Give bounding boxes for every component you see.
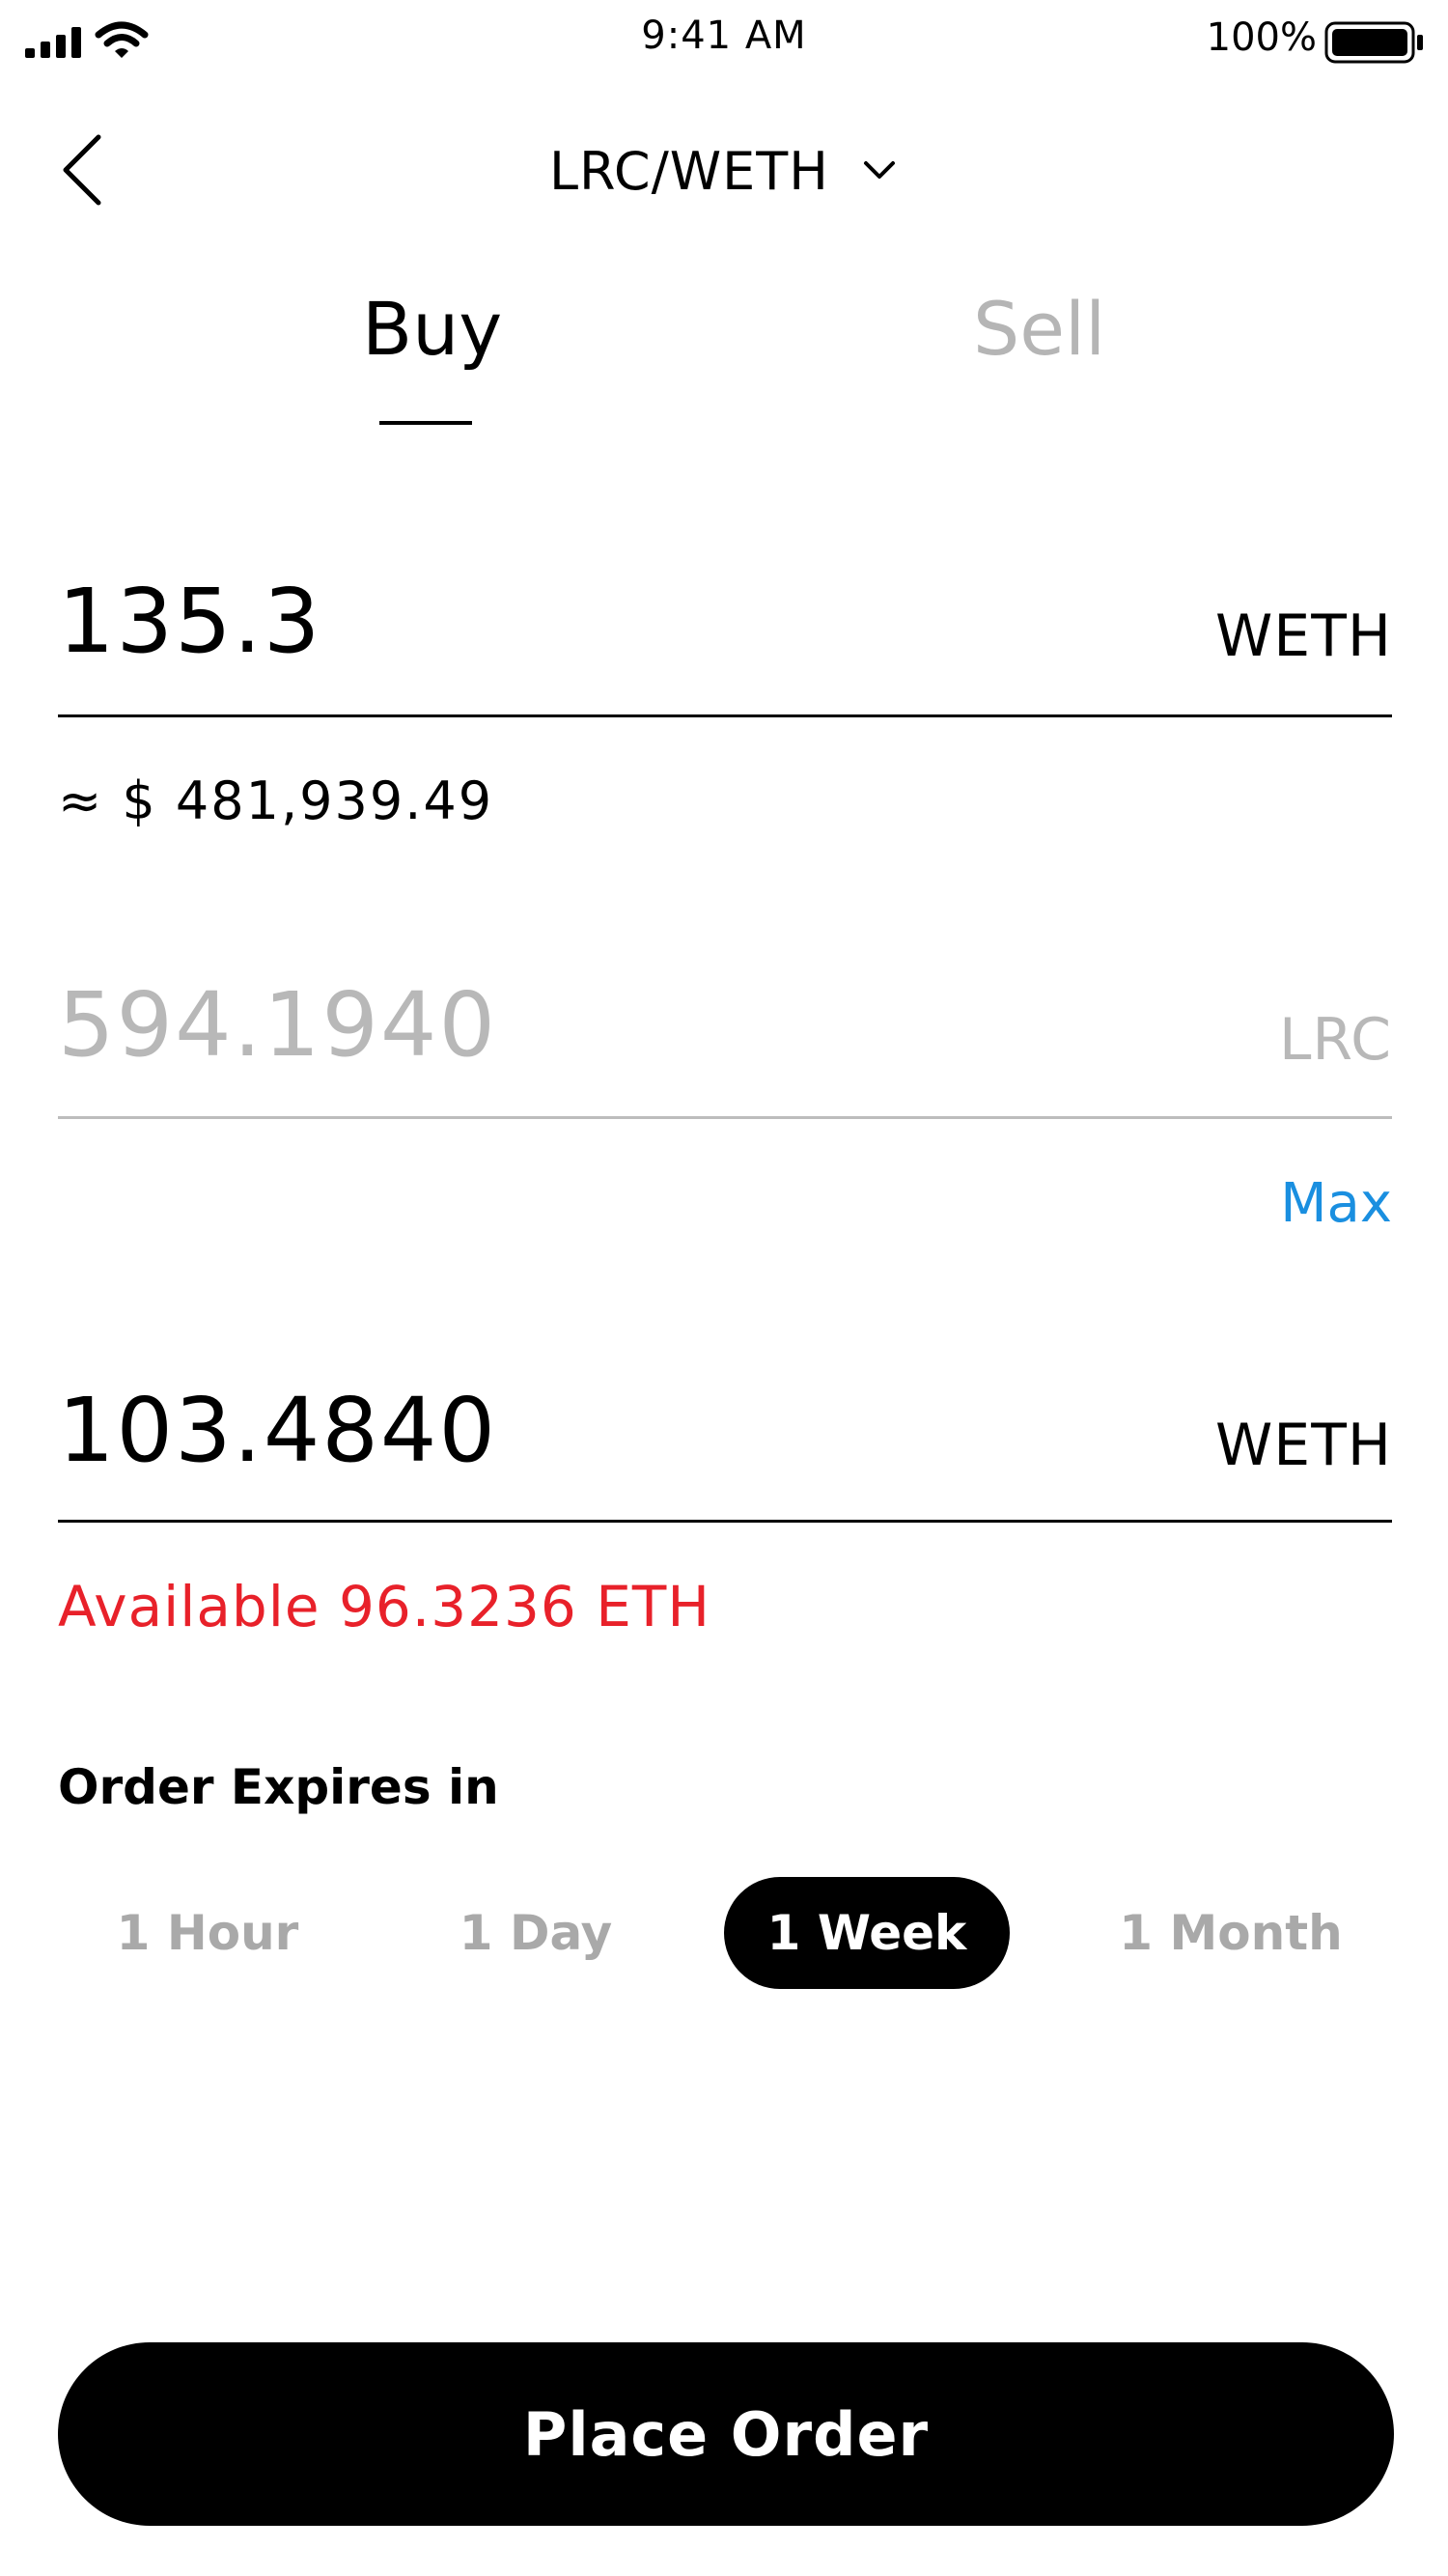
total-input[interactable]: 103.4840 [58, 1379, 497, 1482]
amount-input[interactable]: 594.1940 [58, 973, 497, 1077]
signal-icon [25, 27, 81, 58]
price-input[interactable]: 135.3 [58, 570, 322, 673]
chevron-down-icon [864, 161, 896, 180]
amount-unit: LRC [1278, 1006, 1392, 1074]
battery-icon [1324, 21, 1423, 64]
total-underline [58, 1520, 1392, 1523]
tab-buy[interactable]: Buy [362, 286, 503, 372]
status-bar: 9:41 AM 100% [0, 0, 1448, 77]
amount-field[interactable]: 594.1940 LRC [58, 973, 1392, 1128]
price-unit: WETH [1214, 602, 1392, 670]
max-button[interactable]: Max [1280, 1172, 1392, 1235]
available-balance-warning: Available 96.3236 ETH [58, 1574, 710, 1639]
battery-percent: 100% [1206, 15, 1317, 60]
expiry-option-1-hour[interactable]: 1 Hour [116, 1905, 299, 1961]
expiry-option-1-month[interactable]: 1 Month [1119, 1905, 1343, 1961]
amount-underline [58, 1116, 1392, 1119]
place-order-button[interactable]: Place Order [58, 2342, 1394, 2526]
order-expires-label: Order Expires in [58, 1759, 499, 1815]
tab-sell[interactable]: Sell [973, 286, 1106, 372]
status-time: 9:41 AM [641, 14, 807, 58]
pair-label: LRC/WETH [548, 140, 829, 202]
usd-estimate: ≈ $ 481,939.49 [58, 770, 494, 831]
wifi-icon [95, 21, 149, 58]
total-field[interactable]: 103.4840 WETH [58, 1379, 1392, 1533]
total-unit: WETH [1214, 1412, 1392, 1479]
expiry-option-1-week[interactable]: 1 Week [724, 1877, 1010, 1989]
active-tab-indicator [379, 421, 472, 425]
expiry-option-1-day[interactable]: 1 Day [459, 1905, 613, 1961]
pair-selector[interactable]: LRC/WETH [0, 137, 1448, 202]
price-field[interactable]: 135.3 WETH [58, 570, 1392, 724]
price-underline [58, 714, 1392, 717]
back-button[interactable] [54, 131, 112, 209]
